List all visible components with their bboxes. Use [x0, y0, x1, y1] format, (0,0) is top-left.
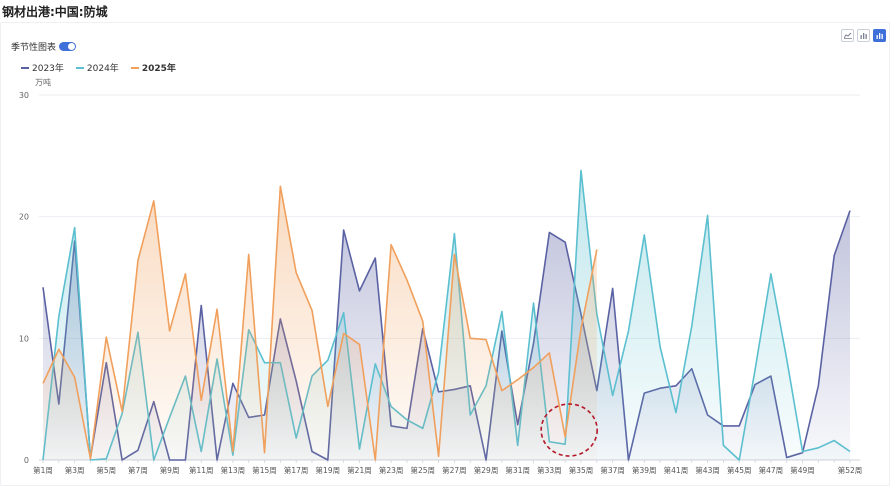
y-tick-label: 20 [19, 213, 29, 222]
x-tick-label: 第43周 [695, 465, 720, 475]
x-tick-label: 第19周 [316, 465, 341, 475]
seasonal-toggle-switch[interactable] [59, 42, 77, 51]
x-tick-label: 第41周 [664, 465, 689, 475]
x-tick-label: 第21周 [347, 465, 372, 475]
x-tick-label: 第13周 [221, 465, 246, 475]
y-tick-label: 10 [19, 334, 29, 343]
x-tick-label: 第52周 [838, 465, 863, 475]
x-tick-label: 第33周 [537, 465, 562, 475]
bar-chart-icon[interactable] [857, 29, 870, 42]
legend-swatch [75, 66, 84, 69]
chart-type-toolbar [838, 29, 886, 42]
legend-item[interactable]: 2025年 [130, 61, 176, 74]
x-tick-label: 第49周 [790, 465, 815, 475]
x-tick-label: 第29周 [474, 465, 499, 475]
legend-swatch [21, 66, 29, 69]
seasonal-toggle-label: 季节性图表 [11, 43, 57, 53]
x-tick-label: 第31周 [505, 465, 530, 475]
series-line [42, 185, 598, 461]
x-tick-label: 第45周 [727, 465, 752, 475]
series-area [43, 186, 597, 460]
legend-item[interactable]: 2023年 [21, 61, 64, 74]
legend-swatch [130, 66, 139, 69]
x-tick-label: 第27周 [442, 465, 467, 475]
series-2025年 [42, 185, 598, 461]
x-tick-label: 第35周 [569, 465, 594, 475]
legend-label: 2023年 [32, 64, 64, 74]
x-tick-label: 第5周 [96, 465, 116, 475]
legend-label: 2025年 [141, 64, 176, 74]
x-tick-label: 第47周 [759, 465, 784, 475]
x-tick-label: 第23周 [379, 465, 404, 475]
toggle-knob [68, 43, 76, 50]
line-chart-icon[interactable] [841, 29, 854, 42]
y-tick-label: 30 [19, 91, 29, 100]
legend-label: 2024年 [86, 64, 119, 74]
legend-item[interactable]: 2024年 [75, 61, 119, 74]
x-tick-label: 第1周 [33, 465, 53, 475]
y-tick-label: 0 [24, 456, 29, 465]
highlight-circle [540, 403, 598, 457]
seasonal-toggle-row: 季节性图表 [11, 40, 77, 53]
chart-legend: 2023年 2024年 2025年 [21, 61, 188, 74]
x-tick-label: 第25周 [410, 465, 435, 475]
x-tick-label: 第17周 [284, 465, 309, 475]
x-tick-label: 第9周 [160, 465, 180, 475]
x-tick-label: 第11周 [189, 465, 214, 475]
area-chart-icon[interactable] [873, 29, 886, 42]
y-axis-unit: 万吨 [35, 77, 51, 87]
page-title: 钢材出港:中国:防城 [2, 5, 108, 19]
x-tick-label: 第37周 [600, 465, 625, 475]
x-tick-label: 第39周 [632, 465, 657, 475]
x-tick-label: 第3周 [65, 465, 85, 475]
x-tick-label: 第7周 [128, 465, 148, 475]
x-tick-label: 第15周 [252, 465, 277, 475]
